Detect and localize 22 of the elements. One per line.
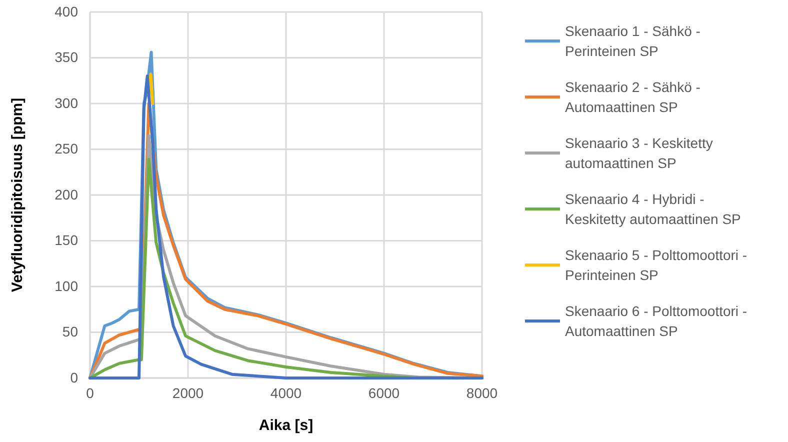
x-tick-label: 4000 — [270, 384, 302, 401]
legend-label: Skenaario 1 - Sähkö - Perinteinen SP — [565, 23, 701, 59]
y-tick-label: 400 — [54, 3, 78, 20]
legend-label: Skenaario 3 - Keskitetty automaattinen SP — [565, 135, 713, 171]
y-tick-label: 200 — [54, 186, 78, 202]
y-tick-label: 350 — [54, 49, 78, 66]
x-axis-title: Aika [s] — [258, 417, 314, 434]
y-tick-label: 250 — [54, 140, 78, 157]
y-tick-label: 150 — [54, 232, 78, 248]
y-axis-title: Vetyfluoridipitoisuus [ppm] — [9, 98, 26, 292]
legend-label: Skenaario 4 - Hybridi - Keskitetty automaattinen SP — [565, 191, 741, 227]
x-tick-label: 8000 — [466, 384, 498, 401]
x-tick-label: 0 — [86, 384, 94, 401]
y-tick-label: 300 — [54, 94, 78, 111]
x-tick-label: 2000 — [172, 384, 204, 401]
x-tick-label: 6000 — [368, 384, 400, 401]
y-tick-label: 0 — [70, 369, 78, 386]
legend-label: Skenaario 6 - Polttomoottori - Automaattinen SP — [565, 303, 748, 339]
legend-label: Skenaario 2 - Sähkö - Automaattinen SP — [565, 79, 701, 115]
legend-label: Skenaario 5 - Polttomoottori - Perinteinen SP — [565, 247, 748, 283]
y-tick-label: 50 — [62, 324, 78, 340]
y-tick-label: 100 — [54, 278, 78, 294]
